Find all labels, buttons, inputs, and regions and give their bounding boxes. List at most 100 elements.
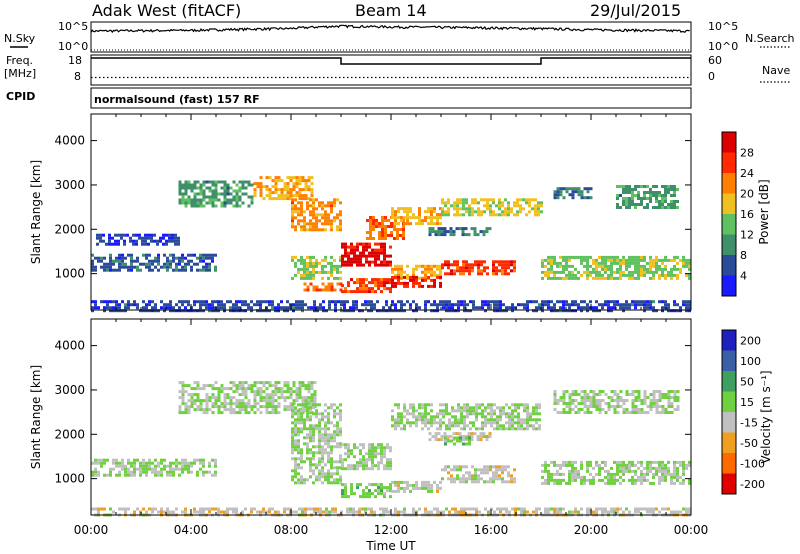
heatmap-cell-15: [462, 201, 465, 205]
heatmap-cell-9: [499, 412, 502, 416]
heatmap-cell-5: [406, 480, 409, 484]
heatmap-cell-9: [430, 418, 433, 422]
heatmap-cell-2: [229, 198, 233, 202]
heatmap-cell-11: [640, 411, 644, 414]
heatmap-cell-16: [673, 273, 676, 277]
heatmap-cell-3: [304, 194, 308, 198]
heatmap-cell-4: [327, 204, 330, 208]
heatmap-cell-6: [486, 465, 489, 469]
heatmap-cell-3: [368, 449, 371, 453]
heatmap-cell-16: [574, 255, 577, 259]
heatmap-cell-9: [481, 409, 484, 413]
heatmap-cell-19: [667, 303, 670, 307]
heatmap-cell-1: [310, 387, 314, 391]
heatmap-cell-10: [574, 460, 577, 464]
heatmap-cell-2: [333, 466, 336, 470]
heatmap-cell-10: [562, 472, 565, 476]
heatmap-cell-12: [142, 507, 145, 511]
heatmap-cell-10: [553, 460, 556, 464]
heatmap-cell-0: [97, 458, 100, 462]
heatmap-cell-14: [443, 230, 447, 234]
heatmap-cell-3: [344, 443, 347, 447]
heatmap-cell-9: [436, 415, 439, 419]
heatmap-cell-12: [268, 510, 271, 514]
heatmap-cell-3: [356, 464, 359, 468]
heatmap-cell-12: [394, 507, 397, 511]
heatmap-cell-9: [481, 424, 484, 428]
heatmap-cell-16: [586, 258, 589, 262]
heatmap-cell-1: [265, 399, 269, 403]
heatmap-cell-19: [475, 306, 478, 310]
heatmap-cell-19: [487, 300, 490, 304]
heatmap-cell-12: [466, 507, 469, 511]
heatmap-cell-10: [571, 469, 574, 473]
heatmap-cell-6: [336, 282, 340, 286]
heatmap-cell-7: [374, 254, 377, 258]
heatmap-cell-19: [673, 309, 676, 313]
heatmap-cell-10: [634, 481, 637, 485]
heatmap-cell-0: [157, 262, 160, 266]
heatmap-cell-15: [492, 198, 495, 202]
heatmap-cell-11: [562, 411, 566, 414]
heatmap-cell-19: [394, 303, 397, 307]
heatmap-cell-12: [313, 510, 316, 514]
heatmap-cell-11: [673, 393, 677, 396]
heatmap-cell-3: [371, 467, 374, 471]
heatmap-cell-3: [377, 443, 380, 447]
heatmap-cell-9: [457, 421, 460, 425]
heatmap-cell-10: [418, 216, 421, 220]
heatmap-cell-0: [208, 253, 211, 257]
heatmap-cell-0: [193, 461, 196, 465]
heatmap-cell-2: [196, 192, 200, 196]
heatmap-cell-2: [321, 436, 324, 440]
heatmap-cell-2: [300, 430, 303, 434]
colorbar-segment: [722, 193, 736, 215]
heatmap-cell-19: [259, 300, 262, 304]
heatmap-cell-7: [371, 251, 374, 255]
heatmap-cell-3: [283, 188, 287, 192]
heatmap-cell-1: [238, 384, 242, 388]
heatmap-cell-19: [112, 300, 115, 304]
heatmap-cell-11: [589, 390, 593, 393]
colorbar-segment: [722, 391, 736, 413]
heatmap-cell-19: [328, 306, 331, 310]
heatmap-cell-10: [652, 475, 655, 479]
heatmap-cell-1: [283, 399, 287, 403]
heatmap-cell-2: [300, 415, 303, 419]
heatmap-cell-2: [202, 189, 206, 193]
heatmap-cell-12: [439, 281, 442, 285]
heatmap-cell-17: [565, 187, 569, 191]
heatmap-cell-8: [350, 290, 353, 294]
heatmap-cell-11: [667, 390, 671, 393]
heatmap-cell-6: [312, 288, 316, 292]
freq-panel: Freq. [MHz] 18 8 60 0 Nave: [4, 54, 790, 86]
heatmap-cell-16: [610, 273, 613, 277]
heatmap-cell-3: [310, 194, 314, 198]
heatmap-cell-4: [368, 492, 371, 496]
heatmap-cell-8: [453, 442, 456, 446]
heatmap-cell-19: [364, 303, 367, 307]
heatmap-cell-17: [559, 187, 563, 191]
heatmap-cell-6: [327, 288, 331, 292]
heatmap-cell-2: [321, 439, 324, 443]
heatmap-cell-9: [520, 403, 523, 407]
heatmap-cell-0: [112, 461, 115, 465]
heatmap-cell-9: [433, 415, 436, 419]
heatmap-cell-15: [492, 213, 495, 217]
heatmap-cell-9: [445, 412, 448, 416]
heatmap-cell-3: [374, 452, 377, 456]
heatmap-cell-2: [294, 418, 297, 422]
heatmap-cell-3: [362, 455, 365, 459]
heatmap-cell-2: [291, 433, 294, 437]
heatmap-cell-11: [589, 402, 593, 405]
heatmap-cell-2: [339, 454, 342, 458]
heatmap-cell-18: [616, 203, 619, 206]
heatmap-cell-2: [327, 457, 330, 461]
heatmap-cell-11: [568, 402, 572, 405]
heatmap-cell-4: [315, 228, 318, 232]
heatmap-cell-12: [595, 507, 598, 511]
heatmap-cell-2: [250, 198, 254, 202]
heatmap-cell-4: [333, 219, 336, 223]
heatmap-cell-11: [607, 408, 611, 411]
heatmap-cell-1: [99, 233, 102, 237]
